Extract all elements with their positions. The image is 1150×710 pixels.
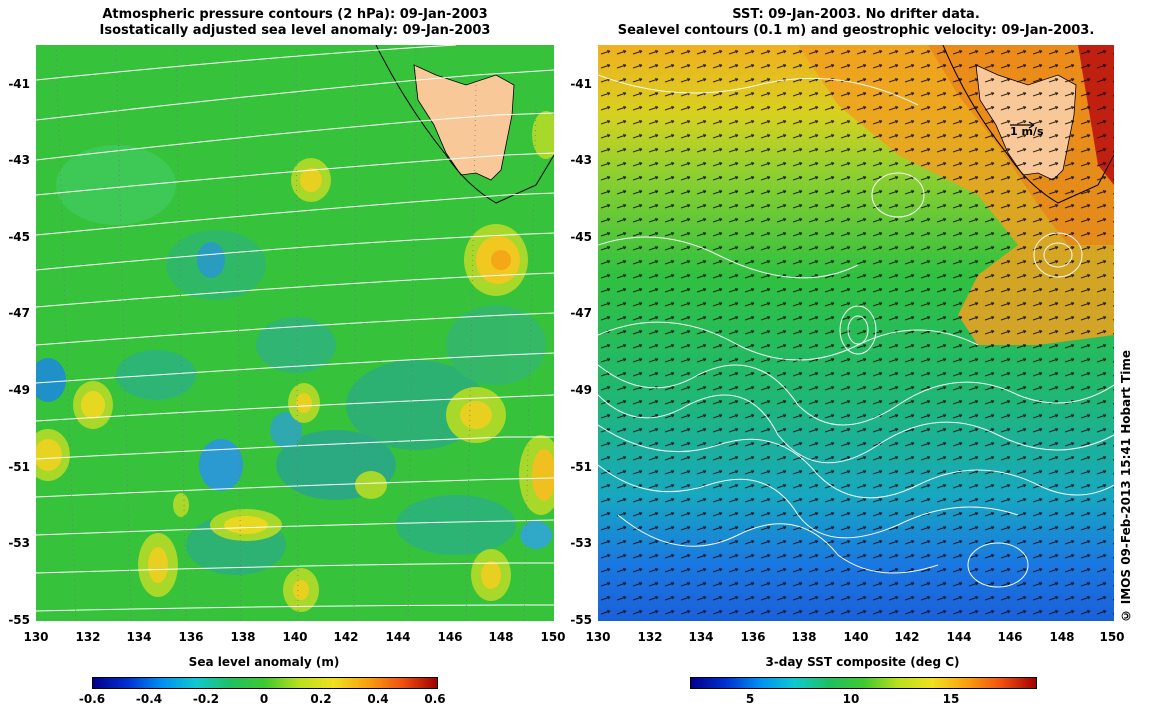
left-y-tick: -51 bbox=[8, 460, 30, 474]
left-y-tick: -47 bbox=[8, 306, 30, 320]
right-y-tick: -45 bbox=[570, 230, 592, 244]
right-x-tick: 130 bbox=[585, 630, 611, 644]
sla-map-svg bbox=[36, 45, 554, 621]
right-y-tick: -47 bbox=[570, 306, 592, 320]
left-y-tick: -45 bbox=[8, 230, 30, 244]
left-x-tick: 142 bbox=[333, 630, 359, 644]
sst-colorbar-tick: 5 bbox=[745, 692, 755, 706]
right-y-tick: -41 bbox=[570, 77, 592, 91]
left-x-tick: 146 bbox=[437, 630, 463, 644]
sla-colorbar-tick: 0 bbox=[259, 692, 269, 706]
right-x-tick: 136 bbox=[740, 630, 766, 644]
left-x-tick: 130 bbox=[23, 630, 49, 644]
sla-colorbar-tick: 0.2 bbox=[310, 692, 332, 706]
right-x-tick: 146 bbox=[997, 630, 1023, 644]
right-x-tick: 142 bbox=[894, 630, 920, 644]
velocity-scale-label: 1 m/s bbox=[1010, 125, 1044, 138]
sla-map bbox=[36, 45, 554, 621]
sla-colorbar-tick: -0.2 bbox=[192, 692, 220, 706]
right-title-line1: SST: 09-Jan-2003. No drifter data. bbox=[732, 7, 980, 22]
imos-credit: © IMOS 09-Feb-2013 15:41 Hobart Time bbox=[1119, 350, 1133, 623]
right-y-tick: -51 bbox=[570, 460, 592, 474]
right-x-tick: 138 bbox=[791, 630, 817, 644]
left-x-tick: 134 bbox=[126, 630, 152, 644]
tasmania-land bbox=[413, 64, 515, 181]
right-title-line2: Sealevel contours (0.1 m) and geostrophi… bbox=[617, 23, 1095, 38]
left-x-tick: 140 bbox=[282, 630, 308, 644]
left-x-tick: 138 bbox=[230, 630, 256, 644]
sla-colorbar-tick: 0.4 bbox=[367, 692, 389, 706]
right-x-tick: 140 bbox=[843, 630, 869, 644]
left-y-tick: -55 bbox=[8, 613, 30, 627]
right-x-tick: 148 bbox=[1049, 630, 1075, 644]
right-y-tick: -49 bbox=[570, 383, 592, 397]
right-x-tick: 134 bbox=[688, 630, 714, 644]
sla-colorbar bbox=[92, 677, 438, 689]
sla-colorbar-tick: -0.6 bbox=[78, 692, 106, 706]
left-x-tick: 132 bbox=[75, 630, 101, 644]
left-y-tick: -41 bbox=[8, 77, 30, 91]
sst-colorbar-label: 3-day SST composite (deg C) bbox=[765, 655, 960, 669]
left-x-tick: 144 bbox=[385, 630, 411, 644]
left-title-line2: Isostatically adjusted sea level anomaly… bbox=[99, 23, 491, 38]
sst-colorbar-tick: 10 bbox=[842, 692, 860, 706]
left-x-tick: 148 bbox=[488, 630, 514, 644]
left-y-tick: -49 bbox=[8, 383, 30, 397]
right-x-tick: 132 bbox=[637, 630, 663, 644]
right-y-tick: -55 bbox=[570, 613, 592, 627]
right-y-tick: -43 bbox=[570, 153, 592, 167]
right-y-tick: -53 bbox=[570, 536, 592, 550]
right-x-tick: 144 bbox=[946, 630, 972, 644]
sst-map bbox=[598, 45, 1114, 621]
sla-colorbar-tick: 0.6 bbox=[424, 692, 446, 706]
sla-colorbar-tick: -0.4 bbox=[135, 692, 163, 706]
left-title-line1: Atmospheric pressure contours (2 hPa): 0… bbox=[102, 7, 488, 22]
sst-map-svg bbox=[598, 45, 1114, 621]
left-y-tick: -43 bbox=[8, 153, 30, 167]
sst-colorbar-tick: 15 bbox=[942, 692, 960, 706]
right-x-tick: 150 bbox=[1099, 630, 1125, 644]
sla-colorbar-label: Sea level anomaly (m) bbox=[188, 655, 340, 669]
left-x-tick: 150 bbox=[540, 630, 566, 644]
left-y-tick: -53 bbox=[8, 536, 30, 550]
sst-colorbar bbox=[690, 677, 1037, 689]
left-x-tick: 136 bbox=[178, 630, 204, 644]
